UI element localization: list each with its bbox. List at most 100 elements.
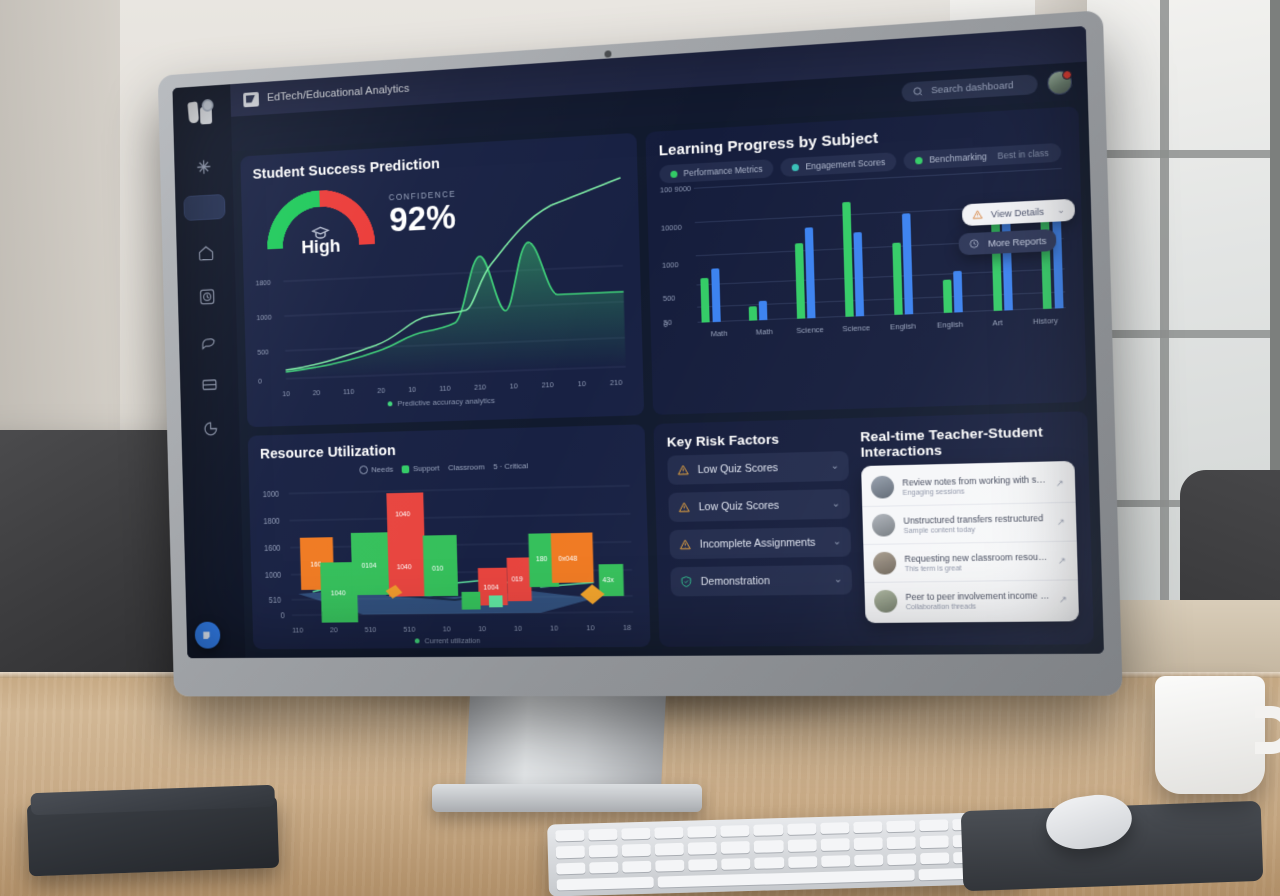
card-title: Key Risk Factors (666, 431, 780, 450)
avatar (871, 513, 896, 537)
chevron-down-icon[interactable]: ⌄ (833, 574, 843, 586)
svg-text:1004: 1004 (483, 582, 498, 592)
filter-pill[interactable]: Benchmarking Best in class (903, 142, 1061, 171)
risk-item[interactable]: Low Quiz Scores ⌄ (667, 451, 850, 485)
sparkle-icon[interactable] (187, 149, 220, 183)
risk-item[interactable]: Low Quiz Scores ⌄ (668, 488, 851, 523)
chevron-down-icon[interactable]: ⌄ (830, 460, 840, 472)
filter-pill[interactable]: Performance Metrics (659, 159, 775, 184)
shield-check-icon (680, 575, 693, 588)
item-secondary: This term is great (904, 564, 962, 573)
coffee-mug (1155, 676, 1265, 794)
home-icon[interactable] (189, 235, 222, 269)
search-input[interactable]: Search dashboard (901, 73, 1038, 102)
item-primary: Unstructured transfers restructured (903, 512, 1044, 526)
risk-label: Incomplete Assignments (699, 536, 816, 551)
svg-text:0: 0 (281, 611, 286, 620)
warning-triangle-icon (679, 538, 692, 551)
legend-item: Support (401, 463, 440, 474)
bar-group (748, 300, 768, 321)
card-risk-and-interactions: Key Risk Factors Low Quiz Scores ⌄ (653, 411, 1094, 647)
svg-text:010: 010 (432, 563, 444, 573)
avatar (873, 589, 898, 613)
avatar (870, 475, 895, 499)
brand-logo-icon[interactable] (186, 98, 217, 130)
interactions-list: Review notes from working with students … (861, 460, 1080, 624)
svg-text:019: 019 (511, 574, 523, 584)
sidebar-item-active[interactable] (183, 193, 226, 222)
list-item[interactable]: Unstructured transfers restructured Samp… (862, 502, 1077, 546)
list-item[interactable]: Requesting new classroom resources ahead… (863, 541, 1078, 584)
resource-footer-legend: Current utilization (265, 635, 638, 646)
legend-label: Support (412, 463, 440, 474)
bar-group (794, 227, 816, 319)
svg-text:1000: 1000 (263, 489, 280, 499)
key-risk-factors: Key Risk Factors Low Quiz Scores ⌄ (667, 430, 854, 636)
notebooks (26, 795, 280, 877)
filter-pill[interactable]: Engagement Scores (780, 152, 898, 177)
main-area: EdTech/Educational Analytics Search dash… (194, 25, 1104, 658)
item-secondary: Sample content today (903, 526, 976, 535)
filter-extra: Best in class (997, 147, 1049, 161)
svg-text:1040: 1040 (397, 562, 412, 572)
x-tick: Math (710, 328, 728, 339)
open-arrow-icon[interactable]: ↗ (1056, 516, 1066, 527)
x-tick: Math (755, 326, 773, 337)
filter-label: Performance Metrics (683, 163, 763, 179)
chevron-down-icon: ⌄ (1056, 204, 1066, 216)
risk-item[interactable]: Incomplete Assignments ⌄ (669, 526, 852, 560)
list-icon[interactable] (192, 367, 225, 401)
legend-label: Needs (371, 464, 394, 475)
chevron-down-icon[interactable]: ⌄ (831, 498, 841, 510)
risk-item[interactable]: Demonstration ⌄ (670, 564, 853, 597)
bar-group (1040, 207, 1064, 309)
open-arrow-icon[interactable]: ↗ (1057, 554, 1067, 566)
search-placeholder: Search dashboard (930, 79, 1014, 96)
clock-icon (969, 238, 981, 250)
success-line-chart: 1800 1000 500 0 (255, 263, 630, 388)
monitor: EdTech/Educational Analytics Search dash… (157, 10, 1123, 697)
legend-label: Predictive accuracy analytics (397, 396, 496, 409)
svg-text:1040: 1040 (331, 588, 346, 598)
monitor-stand-base (432, 784, 702, 812)
footer-label: Current utilization (424, 636, 481, 646)
clock-icon[interactable] (190, 279, 223, 313)
item-primary: Review notes from working with students (902, 473, 1047, 488)
treemap-svg: 1000 1800 1600 1000 510 0 (263, 472, 637, 623)
notification-badge (1062, 69, 1073, 80)
open-arrow-icon[interactable]: ↗ (1055, 477, 1064, 489)
warning-triangle-icon (972, 209, 984, 221)
svg-text:1600: 1600 (264, 543, 281, 553)
x-tick: History (1032, 315, 1059, 327)
x-tick: Art (992, 317, 1003, 328)
time-icon[interactable] (194, 412, 227, 446)
svg-text:510: 510 (269, 595, 282, 605)
list-item[interactable]: Peer to peer involvement income widespre… (864, 580, 1079, 620)
gauge-level-label: High (301, 236, 341, 259)
chat-icon[interactable] (191, 323, 224, 357)
compose-icon (203, 631, 210, 640)
chevron-down-icon[interactable]: ⌄ (832, 536, 842, 548)
card-title: Resource Utilization (259, 442, 396, 463)
warning-triangle-icon (677, 500, 690, 513)
filter-label: Engagement Scores (805, 156, 886, 172)
avatar (872, 551, 897, 575)
line-chart-svg (255, 263, 630, 388)
app-logo-icon (243, 91, 260, 107)
card-title: Real-time Teacher-Student Interactions (860, 424, 1044, 460)
webcam-icon (603, 50, 612, 58)
list-item[interactable]: Review notes from working with students … (861, 464, 1076, 508)
warning-triangle-icon (676, 463, 689, 476)
user-avatar[interactable] (1046, 69, 1073, 95)
open-arrow-icon[interactable]: ↗ (1058, 593, 1068, 605)
x-tick: English (936, 319, 964, 330)
compose-fab-button[interactable] (194, 621, 221, 649)
confidence-gauge: High (260, 181, 383, 312)
bar-group (891, 213, 914, 315)
svg-text:43x: 43x (602, 574, 614, 584)
dashboard-app: EdTech/Educational Analytics Search dash… (172, 25, 1104, 659)
item-primary: Peer to peer involvement income widespre… (905, 589, 1051, 602)
more-reports-dropdown[interactable]: More Reports (958, 228, 1057, 256)
svg-text:0x048: 0x048 (558, 553, 577, 563)
